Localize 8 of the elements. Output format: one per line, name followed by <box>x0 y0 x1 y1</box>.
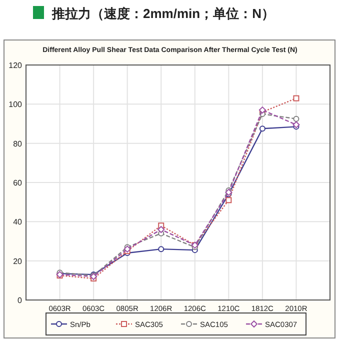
y-tick-label: 40 <box>13 218 23 227</box>
y-tick-label: 120 <box>8 61 23 70</box>
chart-title: 推拉力（速度：2mm/min；单位：N） <box>51 6 274 21</box>
y-tick-label: 80 <box>13 139 23 148</box>
y-tick-label: 0 <box>18 296 23 305</box>
y-tick-label: 100 <box>8 100 23 110</box>
y-tick-label: 20 <box>13 256 23 266</box>
y-tick-label: 60 <box>13 178 23 188</box>
